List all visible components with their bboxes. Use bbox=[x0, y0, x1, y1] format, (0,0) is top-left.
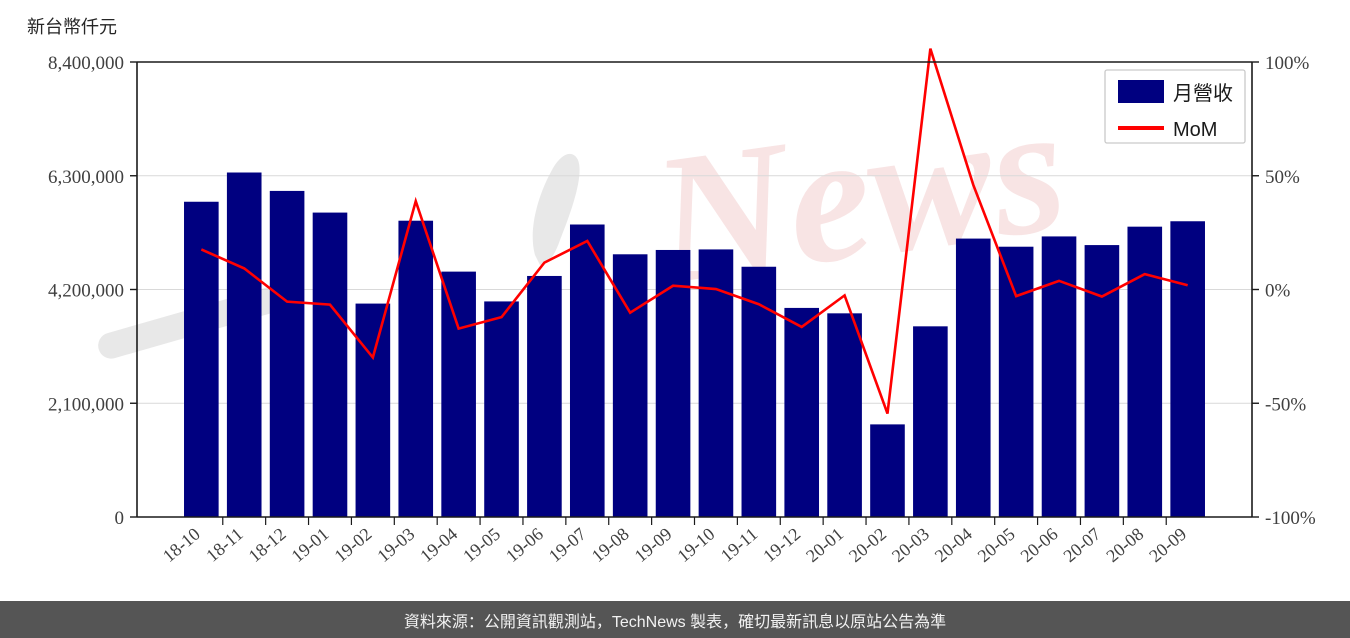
svg-text:19-09: 19-09 bbox=[631, 524, 676, 566]
svg-text:19-02: 19-02 bbox=[330, 524, 375, 566]
svg-text:8,400,000: 8,400,000 bbox=[48, 53, 124, 74]
svg-text:19-07: 19-07 bbox=[545, 524, 590, 566]
svg-text:0%: 0% bbox=[1265, 281, 1291, 302]
svg-text:20-05: 20-05 bbox=[974, 524, 1019, 566]
svg-text:20-01: 20-01 bbox=[802, 524, 847, 566]
svg-text:MoM: MoM bbox=[1173, 119, 1217, 141]
svg-text:月營收: 月營收 bbox=[1173, 82, 1233, 105]
svg-text:-50%: -50% bbox=[1265, 394, 1306, 415]
svg-text:19-10: 19-10 bbox=[673, 524, 718, 566]
svg-text:100%: 100% bbox=[1265, 53, 1310, 74]
svg-text:4,200,000: 4,200,000 bbox=[48, 281, 124, 302]
svg-text:0: 0 bbox=[115, 508, 125, 529]
svg-text:20-07: 20-07 bbox=[1059, 524, 1104, 566]
svg-text:新台幣仟元: 新台幣仟元 bbox=[27, 17, 117, 37]
svg-text:18-10: 18-10 bbox=[159, 524, 204, 566]
svg-text:2,100,000: 2,100,000 bbox=[48, 394, 124, 415]
svg-text:6,300,000: 6,300,000 bbox=[48, 167, 124, 188]
svg-text:20-09: 20-09 bbox=[1145, 524, 1190, 566]
svg-text:19-04: 19-04 bbox=[416, 524, 461, 566]
svg-text:19-01: 19-01 bbox=[288, 524, 333, 566]
svg-text:-100%: -100% bbox=[1265, 508, 1316, 529]
svg-text:18-11: 18-11 bbox=[202, 524, 247, 566]
svg-text:20-04: 20-04 bbox=[931, 524, 976, 566]
svg-text:20-08: 20-08 bbox=[1102, 524, 1147, 566]
svg-text:19-05: 19-05 bbox=[459, 524, 504, 566]
svg-text:18-12: 18-12 bbox=[245, 524, 290, 566]
svg-text:19-11: 19-11 bbox=[717, 524, 762, 566]
svg-text:19-08: 19-08 bbox=[588, 524, 633, 566]
svg-text:19-12: 19-12 bbox=[759, 524, 804, 566]
svg-text:19-03: 19-03 bbox=[373, 524, 418, 566]
svg-text:20-02: 20-02 bbox=[845, 524, 890, 566]
svg-text:20-03: 20-03 bbox=[888, 524, 933, 566]
svg-text:20-06: 20-06 bbox=[1017, 524, 1062, 566]
svg-text:19-06: 19-06 bbox=[502, 524, 547, 566]
svg-text:50%: 50% bbox=[1265, 167, 1300, 188]
